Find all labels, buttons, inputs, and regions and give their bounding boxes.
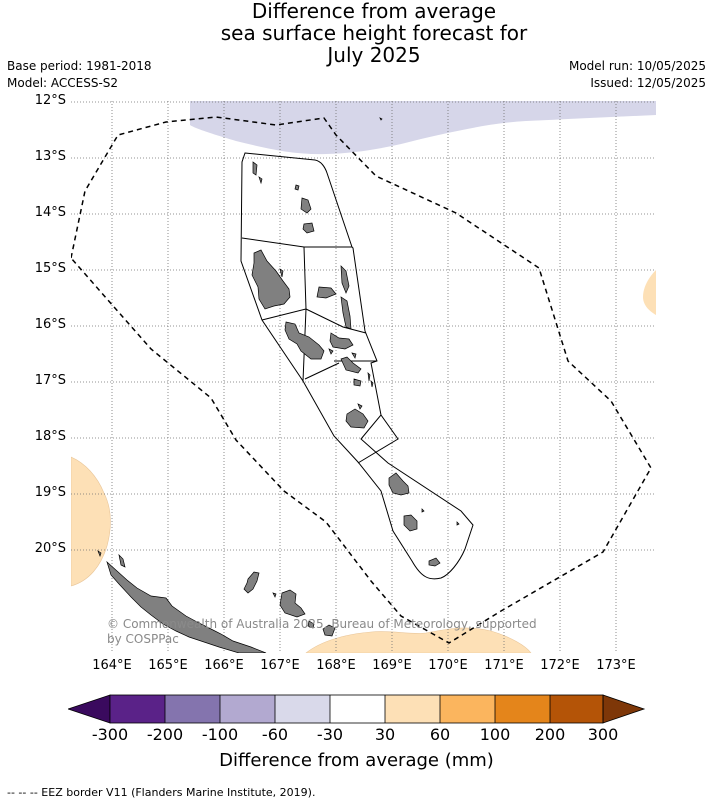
gridlines — [71, 101, 656, 653]
island — [370, 379, 374, 388]
island — [258, 176, 263, 185]
lon-label: 166°E — [204, 658, 244, 673]
island — [329, 332, 354, 350]
island — [252, 161, 258, 176]
lat-label: 19°S — [34, 485, 66, 500]
colorbar-extend-low — [68, 694, 111, 724]
lat-label: 20°S — [34, 541, 66, 556]
aneityum — [428, 557, 441, 567]
lat-label: 12°S — [34, 93, 66, 108]
colorbar-tick: 60 — [429, 725, 451, 744]
lon-label: 168°E — [316, 658, 356, 673]
island — [97, 550, 102, 558]
island — [340, 265, 350, 294]
new-caledonia — [106, 560, 267, 653]
malekula — [284, 321, 325, 360]
eez-footnote: -- -- -- EEZ border V11 (Flanders Marine… — [7, 786, 316, 799]
colorbar-tick: -30 — [316, 725, 344, 744]
island — [456, 521, 460, 526]
title-line-1: Difference from average — [251, 0, 497, 23]
positive-anomaly-region-east — [643, 270, 656, 315]
island — [294, 184, 300, 191]
positive-anomaly-region-south — [305, 627, 532, 653]
colorbar-label: Difference from average (mm) — [219, 750, 494, 771]
land-masses — [97, 117, 460, 653]
eez-border — [71, 116, 652, 644]
meta-left: Base period: 1981-2018 Model: ACCESS-S2 — [7, 58, 152, 92]
colorbar-tick: -60 — [261, 725, 289, 744]
colorbar-bin — [495, 695, 550, 723]
island — [300, 197, 312, 214]
island — [279, 268, 284, 278]
island — [379, 117, 383, 121]
colorbar-bin — [275, 695, 330, 723]
map-frame — [71, 101, 656, 653]
espiritu-santo — [251, 249, 291, 310]
lat-label: 14°S — [34, 205, 66, 220]
lon-label: 164°E — [92, 658, 132, 673]
tanna — [403, 514, 418, 532]
meta-right: Model run: 10/05/2025 Issued: 12/05/2025 — [569, 58, 706, 92]
island — [118, 553, 126, 568]
colorbar-tick: -200 — [146, 725, 184, 744]
lon-label: 172°E — [540, 658, 580, 673]
model-name: Model: ACCESS-S2 — [7, 76, 119, 90]
colorbar-bin — [220, 695, 275, 723]
erromango — [388, 472, 410, 496]
colorbar-tick: -300 — [91, 725, 129, 744]
title-line-2: sea surface height forecast for — [220, 21, 528, 45]
lat-label: 13°S — [34, 149, 66, 164]
colorbar-bin — [385, 695, 440, 723]
colorbar-bin — [330, 695, 385, 723]
copyright-notice: © Commonwealth of Australia 2025, Bureau… — [107, 617, 537, 646]
colorbar-bin — [110, 695, 165, 723]
colorbar-bin — [165, 695, 220, 723]
colorbar-outline — [109, 694, 604, 724]
lat-label: 16°S — [34, 317, 66, 332]
island — [307, 620, 315, 629]
lon-label: 171°E — [484, 658, 524, 673]
colorbar-bin — [440, 695, 495, 723]
lon-label: 167°E — [260, 658, 300, 673]
island — [322, 624, 336, 637]
island — [340, 356, 362, 374]
lat-label: 15°S — [34, 261, 66, 276]
island — [328, 348, 334, 355]
lat-label: 17°S — [34, 373, 66, 388]
island — [351, 352, 357, 359]
province-borders — [240, 152, 474, 580]
island — [316, 286, 337, 299]
island — [353, 378, 362, 387]
lat-label: 18°S — [34, 429, 66, 444]
colorbar-tick: -100 — [201, 725, 239, 744]
colorbar — [68, 694, 646, 724]
lon-label: 165°E — [148, 658, 188, 673]
negative-anomaly-region — [190, 101, 656, 155]
base-period: Base period: 1981-2018 — [7, 59, 152, 73]
island — [340, 296, 352, 330]
colorbar-tick: 200 — [534, 725, 566, 744]
island — [243, 571, 260, 594]
lon-label: 170°E — [428, 658, 468, 673]
colorbar-extend-high — [602, 694, 646, 724]
island — [279, 589, 306, 618]
island — [357, 403, 363, 410]
colorbar-tick: 100 — [479, 725, 511, 744]
model-run: Model run: 10/05/2025 — [568, 59, 706, 73]
lon-label: 173°E — [596, 658, 636, 673]
map-title: Difference from average sea surface heig… — [0, 0, 713, 66]
island — [302, 222, 315, 234]
island — [367, 372, 371, 382]
island — [272, 592, 277, 598]
positive-anomaly-region-west — [71, 456, 111, 587]
sea-level-map — [71, 101, 656, 653]
lon-label: 169°E — [372, 658, 412, 673]
issued-date: Issued: 12/05/2025 — [590, 76, 706, 90]
island — [421, 508, 425, 513]
title-line-3: July 2025 — [327, 43, 421, 67]
colorbar-tick: 300 — [587, 725, 619, 744]
colorbar-tick: 30 — [374, 725, 396, 744]
colorbar-bin — [550, 695, 603, 723]
efate — [345, 408, 369, 429]
